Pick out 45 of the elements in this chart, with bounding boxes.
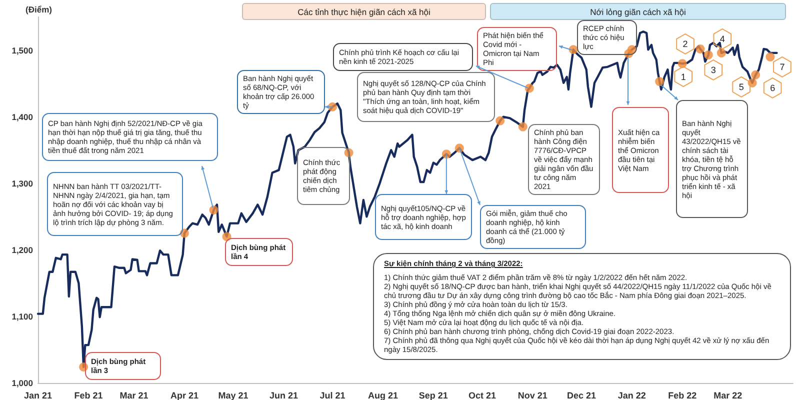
point [678, 59, 687, 68]
x-tick-label: Dec 21 [566, 390, 596, 400]
x-tick-label: Jun 21 [269, 390, 298, 400]
y-tick-label: 1,400 [12, 112, 34, 122]
point [704, 50, 713, 60]
point [442, 150, 451, 159]
point [524, 84, 534, 93]
point [716, 48, 726, 58]
x-tick-label: Mar 22 [714, 390, 742, 400]
x-tick-label: Feb 21 [74, 390, 103, 400]
annotation: 4 [720, 34, 725, 44]
point [696, 44, 705, 54]
point [518, 122, 528, 132]
point [328, 102, 338, 112]
y-tick-label: 1,000 [12, 378, 34, 388]
annotation: 3 [710, 65, 716, 76]
x-tick-label: Feb 22 [668, 390, 697, 400]
annotation: 6 [770, 83, 776, 94]
y-tick-label: 1,100 [12, 311, 34, 322]
x-tick-label: Mar 21 [120, 390, 148, 400]
y-tick-label: 1,300 [12, 178, 34, 188]
point [751, 70, 760, 80]
annotation: 7 [780, 62, 785, 72]
x-tick-label: Sep 21 [418, 390, 448, 400]
x-tick-label: Apr 21 [170, 390, 198, 400]
point [496, 116, 505, 126]
annotation: 1 [680, 72, 686, 82]
x-tick-label: Jul 21 [320, 390, 346, 400]
annotation: 2 [682, 39, 688, 50]
y-axis-title: (Điểm) [26, 4, 52, 14]
header-banner: Nới lỏng giãn cách xã hội [490, 3, 786, 20]
y-tick-label: 1,500 [12, 45, 34, 56]
annotation: 5 [738, 82, 744, 92]
x-tick-label: Oct 21 [468, 390, 496, 400]
y-tick-label: 1,200 [12, 244, 34, 255]
x-tick-label: Jan 21 [24, 390, 52, 400]
point [766, 52, 775, 62]
x-tick-label: May 21 [218, 390, 248, 400]
x-tick-label: Nov 21 [518, 390, 548, 400]
x-tick-label: Jan 22 [618, 390, 646, 400]
header-banner: Các tỉnh thực hiện giãn cách xã hội [242, 3, 486, 20]
point [568, 45, 578, 54]
point [655, 77, 664, 86]
point [454, 144, 464, 153]
point [209, 205, 218, 214]
